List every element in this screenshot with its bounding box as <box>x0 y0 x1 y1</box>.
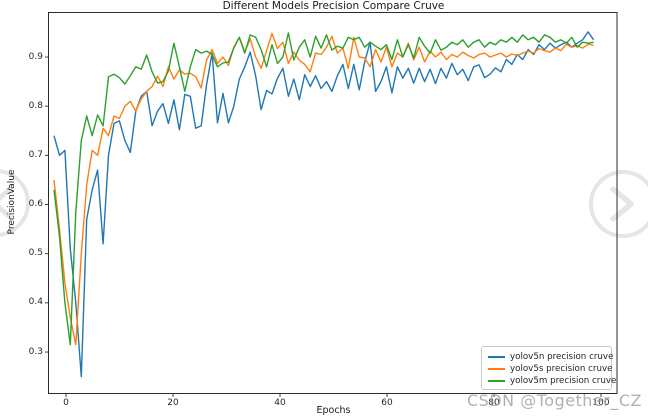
x-tick-label: 40 <box>274 398 286 408</box>
legend-label: yolov5n precision cruve <box>510 352 614 362</box>
y-tick-label: 0.7 <box>28 149 43 160</box>
legend-line-sample-yolov5s <box>488 368 505 370</box>
legend: yolov5n precision cruve yolov5s precisio… <box>481 346 616 390</box>
y-tick-label: 0.5 <box>28 248 43 259</box>
axes-spines <box>48 12 618 394</box>
csdn-watermark-text: CSDN @Together_CZ <box>466 391 642 410</box>
y-tick-label: 0.3 <box>28 346 43 357</box>
series-line-2 <box>53 32 594 346</box>
tick-marks <box>45 56 602 397</box>
x-tick-label: 60 <box>381 398 393 408</box>
x-tick-label: 20 <box>167 398 179 408</box>
legend-item-yolov5s: yolov5s precision cruve <box>488 363 613 375</box>
x-tick-label: 80 <box>488 398 500 408</box>
carousel-next-icon[interactable] <box>589 170 648 238</box>
legend-line-sample-yolov5m <box>488 380 505 382</box>
series-lines <box>53 31 595 378</box>
y-tick-label: 0.4 <box>28 297 43 308</box>
series-line-0 <box>53 31 595 378</box>
carousel-prev-icon[interactable] <box>0 169 30 237</box>
legend-label: yolov5s precision cruve <box>510 364 613 374</box>
y-tick-label: 0.9 <box>28 51 43 62</box>
legend-label: yolov5m precision cruve <box>510 376 617 386</box>
x-axis-label: Epochs <box>316 405 351 416</box>
x-tick-label: 0 <box>63 398 69 408</box>
legend-item-yolov5m: yolov5m precision cruve <box>488 375 616 387</box>
legend-item-yolov5n: yolov5n precision cruve <box>488 351 614 363</box>
chart-title: Different Models Precision Compare Cruve <box>222 0 445 12</box>
y-tick-label: 0.6 <box>28 199 43 209</box>
series-line-1 <box>53 32 594 346</box>
y-tick-label: 0.8 <box>28 100 43 111</box>
x-tick-label: 100 <box>592 398 610 408</box>
legend-line-sample-yolov5n <box>488 356 505 358</box>
